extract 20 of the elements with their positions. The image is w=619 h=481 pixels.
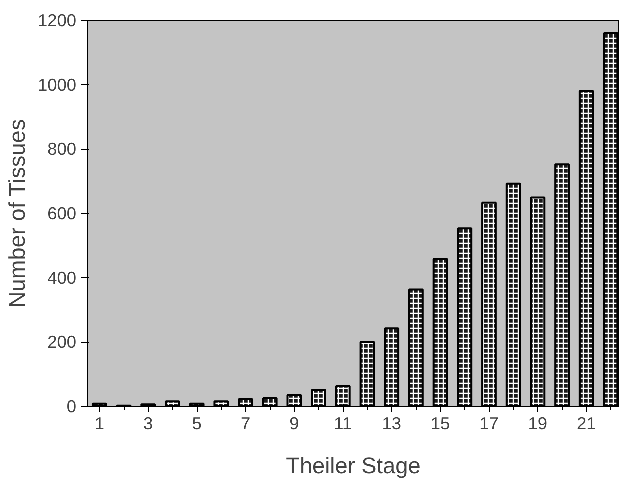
y-tick-label: 0 (66, 396, 77, 416)
x-axis-title: Theiler Stage (286, 452, 421, 478)
x-tick-label: 15 (430, 414, 450, 434)
x-tick-label: 17 (480, 414, 499, 434)
y-tick-label: 600 (48, 204, 77, 224)
x-tick-label: 19 (528, 414, 548, 434)
x-tick-label: 1 (94, 414, 104, 434)
x-tick-label: 13 (382, 414, 402, 434)
x-tick-label: 9 (290, 414, 300, 434)
x-tick-label: 21 (576, 414, 596, 434)
x-tick-label: 3 (144, 414, 154, 434)
y-tick-label: 1200 (38, 10, 77, 30)
y-tick-label: 1000 (38, 74, 77, 95)
y-tick-label: 800 (48, 139, 77, 160)
y-tick-label: 200 (48, 332, 77, 352)
y-axis-title: Number of Tissues (4, 119, 30, 308)
x-tick-label: 7 (240, 414, 251, 434)
y-tick-label: 400 (48, 268, 77, 288)
x-tick-label: 5 (192, 414, 202, 434)
x-tick-label: 11 (334, 414, 352, 434)
